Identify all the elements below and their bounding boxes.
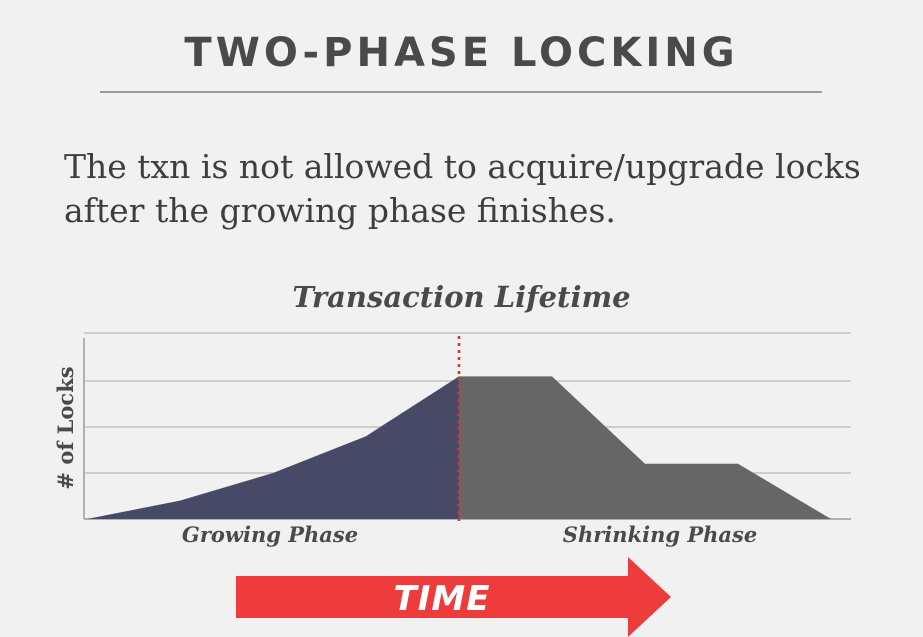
slide-title: TWO-PHASE LOCKING (184, 30, 739, 76)
body-line-2: after the growing phase finishes. (64, 191, 616, 230)
y-axis-label: # of Locks (53, 366, 78, 489)
shrinking-phase-label: Shrinking Phase (563, 522, 757, 547)
growing-phase-area (87, 376, 459, 519)
shrinking-phase-area (459, 376, 831, 519)
time-arrow (236, 557, 671, 637)
time-label: TIME (394, 579, 491, 619)
title-divider (100, 91, 822, 93)
growing-phase-label: Growing Phase (182, 522, 358, 547)
body-line-1: The txn is not allowed to acquire/upgrad… (64, 147, 861, 186)
chart-title: Transaction Lifetime (292, 280, 631, 314)
body-text: The txn is not allowed to acquire/upgrad… (64, 145, 864, 233)
